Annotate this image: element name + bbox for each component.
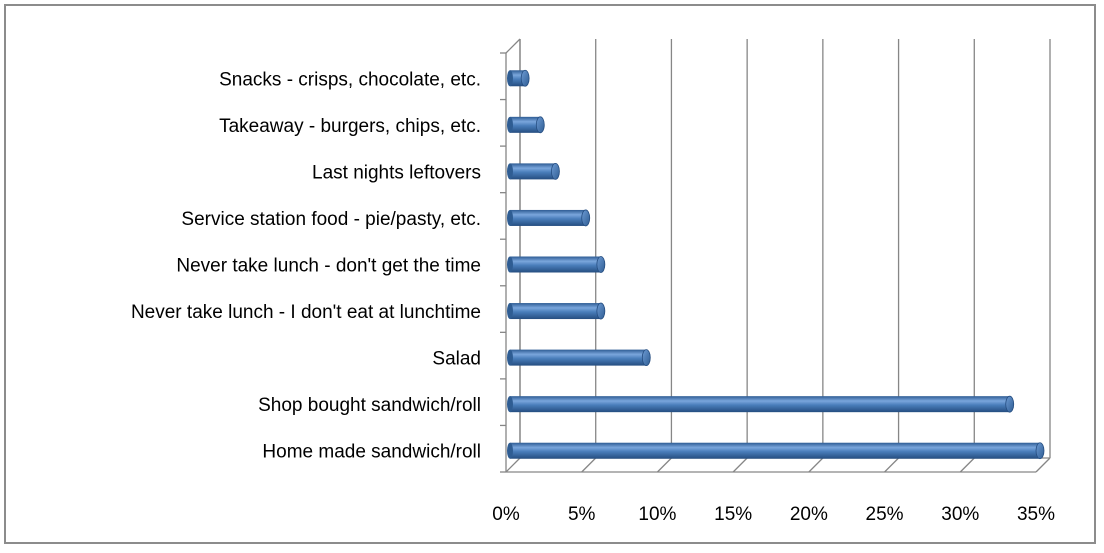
bar <box>507 116 545 134</box>
x-tick-label: 10% <box>638 504 676 525</box>
bar <box>507 442 1045 460</box>
bar <box>507 162 560 180</box>
bar <box>507 349 651 367</box>
floor-gridline <box>808 457 824 473</box>
x-tick-label: 30% <box>941 504 979 525</box>
category-label: Salad <box>432 349 481 370</box>
x-tick-label: 25% <box>866 504 904 525</box>
bar-chart: Snacks - crisps, chocolate, etc. Takeaway… <box>131 38 1055 525</box>
floor-gridline <box>656 457 672 473</box>
floor-gridline <box>505 457 521 473</box>
bar <box>507 302 606 320</box>
category-labels: Snacks - crisps, chocolate, etc. Takeaway… <box>131 69 481 462</box>
x-tick-label: 35% <box>1017 504 1055 525</box>
bar <box>507 209 591 227</box>
bars-layer <box>507 69 1045 460</box>
category-label: Never take lunch - don't get the time <box>176 256 481 277</box>
bar <box>507 395 1015 413</box>
floor-gridline <box>884 457 900 473</box>
category-label: Service station food - pie/pasty, etc. <box>181 209 481 230</box>
floor-gridline <box>959 457 975 473</box>
wall-top-edge <box>505 38 521 54</box>
x-tick-label: 0% <box>492 504 520 525</box>
x-tick-label: 20% <box>790 504 828 525</box>
floor-gridline <box>1035 457 1051 473</box>
x-tick-label: 5% <box>568 504 596 525</box>
x-tick-label: 15% <box>714 504 752 525</box>
category-label: Home made sandwich/roll <box>262 442 481 463</box>
x-tick-labels: 0% 5% 10% 15% 20% 25% 30% 35% <box>492 504 1055 525</box>
bar <box>507 69 530 87</box>
category-label: Never take lunch - I don't eat at luncht… <box>131 302 481 323</box>
chart-frame: Snacks - crisps, chocolate, etc. Takeaway… <box>4 4 1096 544</box>
category-label: Snacks - crisps, chocolate, etc. <box>219 69 481 90</box>
category-label: Takeaway - burgers, chips, etc. <box>219 116 481 137</box>
category-label: Shop bought sandwich/roll <box>258 395 481 416</box>
bar <box>507 256 606 273</box>
floor-gridline <box>732 457 748 473</box>
category-label: Last nights leftovers <box>312 162 481 183</box>
floor-gridline <box>581 457 597 473</box>
